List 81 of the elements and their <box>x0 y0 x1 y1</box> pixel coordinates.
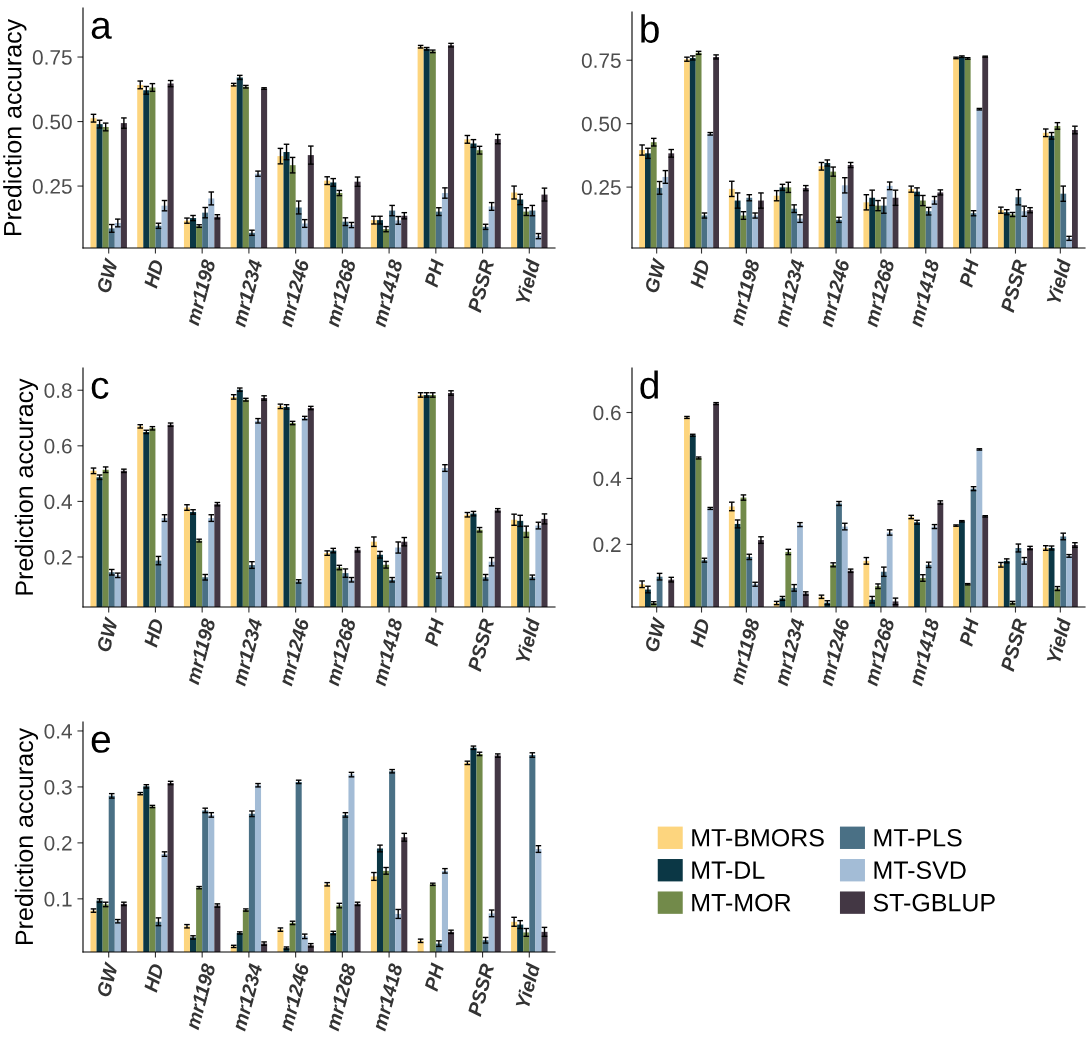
y-tick-label: 0.2 <box>593 537 621 553</box>
chart-title: d <box>640 370 658 399</box>
x-tick-label: mr1198 <box>729 258 761 327</box>
x-tick-label: PH <box>424 617 445 647</box>
y-tick-label: 0.50 <box>581 116 621 132</box>
x-tick-label: mr1268 <box>325 258 357 328</box>
x-tick-label: PH <box>424 258 445 288</box>
x-tick-label: mr1234 <box>231 962 263 1032</box>
y-tick-label: 0.6 <box>44 438 72 454</box>
x-tick-label: mr1418 <box>908 617 940 687</box>
legend-label: MT-SVD <box>874 861 966 880</box>
y-tick-label: 0.25 <box>32 179 72 194</box>
y-tick-label: 0.75 <box>32 50 72 65</box>
x-tick-label: HD <box>689 618 710 648</box>
x-tick-label: GW <box>644 616 667 653</box>
x-tick-label: HD <box>143 963 164 993</box>
y-tick-label: 0.2 <box>44 835 72 851</box>
x-tick-label: Yield <box>1046 617 1072 664</box>
x-tick-label: HD <box>143 259 164 289</box>
legend-label: MT-DL <box>692 861 765 879</box>
legend-label: MT-PLS <box>874 828 962 847</box>
x-tick-label: mr1246 <box>819 617 850 687</box>
x-tick-label: PSSR <box>1000 617 1028 672</box>
y-tick-label: 0.1 <box>44 891 72 907</box>
x-tick-label: Yield <box>515 258 541 305</box>
legend-label: MT-MOR <box>692 893 791 912</box>
x-tick-label: PH <box>959 617 980 647</box>
x-tick-label: GW <box>96 257 119 294</box>
y-tick-label: 0.2 <box>44 549 72 565</box>
x-tick-label: mr1268 <box>325 617 357 687</box>
x-tick-label: mr1268 <box>863 617 895 687</box>
x-tick-label: PSSR <box>467 617 495 672</box>
x-tick-label: PSSR <box>1000 258 1028 313</box>
y-tick-label: 0.6 <box>593 405 621 421</box>
y-axis-title: Prediction accuracy <box>14 727 39 945</box>
x-tick-label: mr1234 <box>774 258 805 328</box>
x-tick-label: mr1418 <box>372 617 403 687</box>
y-tick-label: 0.50 <box>32 114 72 130</box>
x-tick-label: mr1418 <box>372 258 403 328</box>
y-tick-label: 0.4 <box>44 723 72 739</box>
x-tick-label: mr1198 <box>185 962 216 1031</box>
x-tick-label: mr1246 <box>278 962 310 1032</box>
x-tick-label: mr1246 <box>819 258 850 328</box>
y-tick-label: 0.25 <box>581 180 621 195</box>
x-tick-label: mr1198 <box>185 258 216 327</box>
chart-title: c <box>91 377 109 399</box>
y-axis-title: Prediction accuracy <box>3 18 27 236</box>
x-tick-label: mr1418 <box>908 258 940 328</box>
x-tick-label: mr1418 <box>372 962 403 1032</box>
x-tick-label: GW <box>96 616 119 653</box>
y-tick-label: 0.4 <box>44 494 72 510</box>
x-tick-label: mr1234 <box>231 617 263 687</box>
x-tick-label: HD <box>143 618 164 648</box>
y-axis-title: Prediction accuracy <box>14 378 39 595</box>
x-tick-label: mr1234 <box>774 617 805 687</box>
y-tick-label: 0.8 <box>44 383 72 398</box>
x-tick-label: mr1246 <box>278 258 310 328</box>
x-tick-label: mr1198 <box>729 617 761 686</box>
chart-title: b <box>641 14 659 43</box>
x-tick-label: PH <box>424 962 445 992</box>
x-tick-label: Yield <box>515 617 541 664</box>
x-tick-label: mr1246 <box>278 617 310 687</box>
legend-label: ST-GBLUP <box>873 893 995 912</box>
y-tick-label: 0.3 <box>44 779 72 795</box>
x-tick-label: PSSR <box>467 258 495 313</box>
x-tick-label: GW <box>96 961 119 998</box>
x-tick-label: HD <box>689 259 710 289</box>
x-tick-label: Yield <box>1046 258 1072 305</box>
chart-title: a <box>91 17 112 39</box>
y-tick-label: 0.4 <box>593 471 621 487</box>
x-tick-label: mr1234 <box>231 258 263 328</box>
legend-label: MT-BMORS <box>692 828 824 847</box>
x-tick-label: PH <box>959 258 980 288</box>
x-tick-label: Yield <box>515 962 541 1009</box>
chart-title: e <box>91 731 110 753</box>
x-tick-label: mr1198 <box>185 617 216 686</box>
x-tick-label: mr1268 <box>863 258 895 328</box>
y-tick-label: 0.75 <box>581 53 621 68</box>
x-tick-label: mr1268 <box>325 962 357 1032</box>
x-tick-label: PSSR <box>467 962 495 1017</box>
x-tick-label: GW <box>644 257 667 294</box>
